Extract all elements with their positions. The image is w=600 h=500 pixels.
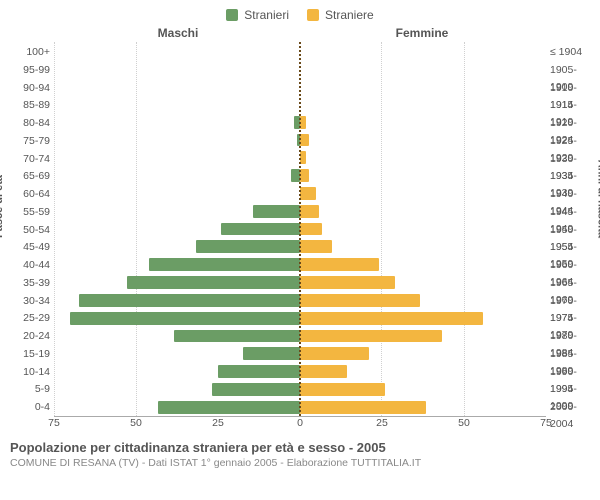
birth-label: 1910-1914 — [550, 80, 596, 97]
age-label: 25-29 — [4, 310, 50, 327]
birth-label: 1925-1929 — [550, 133, 596, 150]
age-label: 95-99 — [4, 62, 50, 79]
male-bar — [253, 205, 300, 218]
header-male: Maschi — [56, 26, 300, 40]
birth-label: 1940-1944 — [550, 186, 596, 203]
female-bar — [300, 330, 442, 343]
female-bar — [300, 365, 347, 378]
birth-label: 1970-1974 — [550, 293, 596, 310]
chart-subtitle: COMUNE DI RESANA (TV) - Dati ISTAT 1° ge… — [10, 457, 590, 469]
birth-label: 1990-1994 — [550, 364, 596, 381]
age-label: 70-74 — [4, 151, 50, 168]
age-label: 5-9 — [4, 381, 50, 398]
female-bar — [300, 169, 309, 182]
female-bar — [300, 312, 483, 325]
age-label: 100+ — [4, 44, 50, 61]
x-tick: 0 — [300, 417, 382, 434]
legend: Stranieri Straniere — [0, 0, 600, 26]
x-tick: 25 — [382, 417, 464, 434]
male-bar — [127, 276, 300, 289]
birth-label: 1935-1939 — [550, 168, 596, 185]
y-axis-age-labels: 100+95-9990-9485-8980-8475-7970-7465-696… — [4, 42, 54, 434]
male-bar — [196, 240, 300, 253]
female-bar — [300, 205, 319, 218]
female-bar — [300, 276, 395, 289]
male-bar — [158, 401, 300, 414]
female-bar — [300, 134, 309, 147]
x-tick: 25 — [218, 417, 300, 434]
age-label: 0-4 — [4, 399, 50, 416]
age-label: 60-64 — [4, 186, 50, 203]
birth-label: 1950-1954 — [550, 222, 596, 239]
chart-container: Fasce di età Anni di nascita 100+95-9990… — [0, 42, 600, 434]
age-label: 65-69 — [4, 168, 50, 185]
legend-item-female: Straniere — [307, 8, 374, 22]
birth-label: 2000-2004 — [550, 399, 596, 416]
age-label: 80-84 — [4, 115, 50, 132]
legend-male-label: Stranieri — [244, 8, 289, 22]
birth-label: 1980-1984 — [550, 328, 596, 345]
legend-female-label: Straniere — [325, 8, 374, 22]
gender-headers: Maschi Femmine — [0, 26, 600, 42]
male-bar — [79, 294, 300, 307]
age-label: 90-94 — [4, 80, 50, 97]
male-bar — [174, 330, 300, 343]
female-bar — [300, 223, 322, 236]
birth-label: 1975-1979 — [550, 310, 596, 327]
birth-label: 1955-1959 — [550, 239, 596, 256]
female-bar — [300, 401, 426, 414]
male-bar — [149, 258, 300, 271]
birth-label: 1945-1949 — [550, 204, 596, 221]
age-label: 20-24 — [4, 328, 50, 345]
male-bar — [212, 383, 300, 396]
male-bar — [218, 365, 300, 378]
plot-area: 7550250255075 — [54, 42, 546, 434]
birth-label: 1995-1999 — [550, 381, 596, 398]
y-axis-left-title: Fasce di età — [0, 175, 5, 238]
male-bar — [70, 312, 300, 325]
birth-label: 1985-1989 — [550, 346, 596, 363]
y-axis-birth-labels: ≤ 19041905-19091910-19141915-19191920-19… — [546, 42, 596, 434]
age-label: 30-34 — [4, 293, 50, 310]
male-bar — [221, 223, 300, 236]
male-swatch — [226, 9, 238, 21]
birth-label: 1930-1934 — [550, 151, 596, 168]
birth-label: 1915-1919 — [550, 97, 596, 114]
x-tick: 75 — [54, 417, 136, 434]
y-axis-right-title: Anni di nascita — [595, 160, 600, 238]
x-axis: 7550250255075 — [54, 416, 546, 434]
female-bar — [300, 383, 385, 396]
female-bar — [300, 347, 369, 360]
female-swatch — [307, 9, 319, 21]
x-tick: 50 — [136, 417, 218, 434]
age-label: 45-49 — [4, 239, 50, 256]
birth-label: 1920-1924 — [550, 115, 596, 132]
age-label: 50-54 — [4, 222, 50, 239]
header-female: Femmine — [300, 26, 544, 40]
female-bar — [300, 240, 332, 253]
age-label: 75-79 — [4, 133, 50, 150]
age-label: 55-59 — [4, 204, 50, 221]
chart-title: Popolazione per cittadinanza straniera p… — [10, 440, 590, 455]
birth-label: 1960-1964 — [550, 257, 596, 274]
chart-footer: Popolazione per cittadinanza straniera p… — [0, 434, 600, 469]
female-bar — [300, 258, 379, 271]
birth-label: ≤ 1904 — [550, 44, 596, 61]
male-bar — [243, 347, 300, 360]
age-label: 85-89 — [4, 97, 50, 114]
birth-label: 1905-1909 — [550, 62, 596, 79]
age-label: 40-44 — [4, 257, 50, 274]
center-axis-line — [299, 42, 301, 416]
x-tick: 50 — [464, 417, 546, 434]
age-label: 15-19 — [4, 346, 50, 363]
age-label: 35-39 — [4, 275, 50, 292]
population-pyramid: 100+95-9990-9485-8980-8475-7970-7465-696… — [0, 42, 600, 434]
age-label: 10-14 — [4, 364, 50, 381]
birth-label: 1965-1969 — [550, 275, 596, 292]
female-bar — [300, 294, 420, 307]
female-bar — [300, 187, 316, 200]
legend-item-male: Stranieri — [226, 8, 289, 22]
